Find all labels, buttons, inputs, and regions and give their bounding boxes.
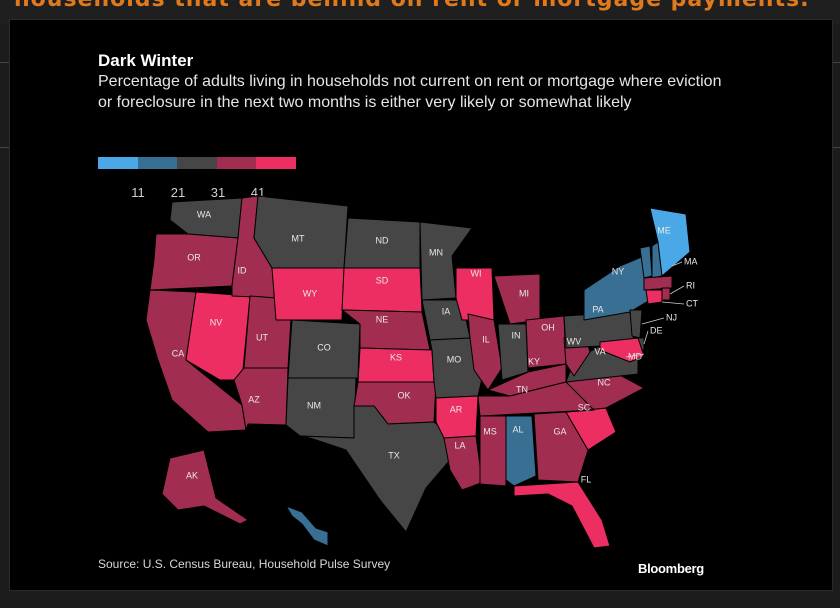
legend-swatch — [137, 157, 178, 169]
state-label-il: IL — [482, 334, 490, 344]
state-mt — [253, 195, 349, 269]
leader-line — [643, 330, 649, 345]
state-label-sc: SC — [578, 402, 591, 412]
state-label-nd: ND — [376, 235, 389, 245]
state-label-al: AL — [512, 424, 523, 434]
state-label-ak: AK — [186, 470, 198, 480]
leader-line — [671, 261, 683, 267]
state-label-ny: NY — [612, 266, 625, 276]
state-label-md: MD — [628, 351, 642, 361]
state-nv — [185, 291, 251, 381]
state-nj — [629, 309, 643, 339]
state-label-in: IN — [512, 330, 521, 340]
legend-swatch — [216, 157, 257, 169]
state-label-ia: IA — [442, 306, 451, 316]
bloomberg-logo: Bloomberg — [638, 561, 704, 576]
state-hi — [285, 505, 329, 547]
state-label-nm: NM — [307, 400, 321, 410]
state-ak — [161, 449, 249, 525]
state-label-ga: GA — [553, 426, 566, 436]
legend-tick-label: 21 — [170, 185, 186, 200]
state-ar — [435, 395, 479, 439]
state-label-pa: PA — [592, 304, 603, 314]
state-ma — [643, 275, 673, 291]
state-label-nj: NJ — [666, 312, 677, 322]
legend-tick-label: 31 — [210, 185, 226, 200]
us-state-map: WA OR CA NV ID UT AZ MT WY CO NM ND SD NE KS OK TX MN IA MO… — [145, 195, 698, 549]
state-label-co: CO — [317, 342, 331, 352]
state-label-wa: WA — [197, 209, 211, 219]
state-label-or: OR — [187, 252, 201, 262]
legend-swatch — [98, 157, 138, 169]
edge-divider — [0, 62, 12, 63]
state-label-ks: KS — [390, 352, 402, 362]
leader-line — [625, 353, 645, 358]
state-ms — [479, 415, 507, 487]
state-wy — [271, 267, 345, 321]
state-label-va: VA — [594, 346, 605, 356]
state-al — [505, 415, 537, 487]
edge-divider — [0, 147, 12, 148]
state-label-me: ME — [657, 225, 671, 235]
legend-color-scale — [98, 157, 296, 169]
leader-line — [661, 301, 685, 305]
state-label-ma: MA — [684, 256, 698, 266]
state-tx — [299, 405, 451, 533]
edge-divider — [832, 62, 840, 63]
state-label-ca: CA — [172, 348, 185, 358]
state-ga — [533, 411, 589, 483]
state-label-fl: FL — [581, 474, 592, 484]
state-label-wy: WY — [303, 288, 318, 298]
color-legend: 11 21 31 41 — [98, 157, 318, 200]
state-fl — [513, 481, 611, 549]
state-label-az: AZ — [248, 394, 260, 404]
state-label-de: DE — [650, 325, 663, 335]
state-label-nc: NC — [598, 377, 611, 387]
chart-title: Dark Winter — [98, 51, 194, 70]
legend-tick-label: 11 — [131, 185, 145, 200]
legend-swatch — [256, 157, 296, 169]
state-label-ok: OK — [397, 390, 410, 400]
state-label-id: ID — [238, 265, 248, 275]
state-label-tx: TX — [388, 450, 400, 460]
state-label-ct: CT — [686, 298, 698, 308]
state-label-sd: SD — [376, 275, 389, 285]
state-label-oh: OH — [541, 322, 555, 332]
state-label-mt: MT — [292, 233, 305, 243]
state-label-ms: MS — [483, 426, 497, 436]
state-label-mo: MO — [447, 354, 462, 364]
state-nm — [285, 377, 357, 439]
state-mi — [493, 273, 541, 325]
state-label-ky: KY — [528, 356, 540, 366]
state-label-ar: AR — [450, 404, 463, 414]
state-mn — [419, 221, 473, 301]
state-label-la: LA — [454, 440, 465, 450]
cut-off-heading: households that are behind on rent or mo… — [14, 0, 810, 12]
state-label-ne: NE — [376, 314, 389, 324]
state-label-wv: WV — [567, 336, 582, 346]
source-note: Source: U.S. Census Bureau, Household Pu… — [98, 557, 391, 571]
chart-panel: Dark Winter Percentage of adults living … — [10, 20, 832, 590]
edge-divider — [832, 147, 840, 148]
legend-swatch — [177, 157, 217, 169]
state-label-wi: WI — [471, 268, 482, 278]
state-label-ut: UT — [256, 332, 268, 342]
state-ri — [661, 287, 671, 301]
leader-line — [669, 285, 685, 295]
state-label-ri: RI — [686, 280, 695, 290]
state-label-mi: MI — [519, 288, 529, 298]
state-label-mn: MN — [429, 247, 443, 257]
chart-subtitle: Percentage of adults living in household… — [98, 73, 722, 111]
state-label-tn: TN — [516, 384, 528, 394]
state-ky — [487, 363, 567, 397]
state-ct — [645, 289, 663, 305]
state-label-nv: NV — [210, 317, 223, 327]
leader-line — [641, 317, 665, 325]
